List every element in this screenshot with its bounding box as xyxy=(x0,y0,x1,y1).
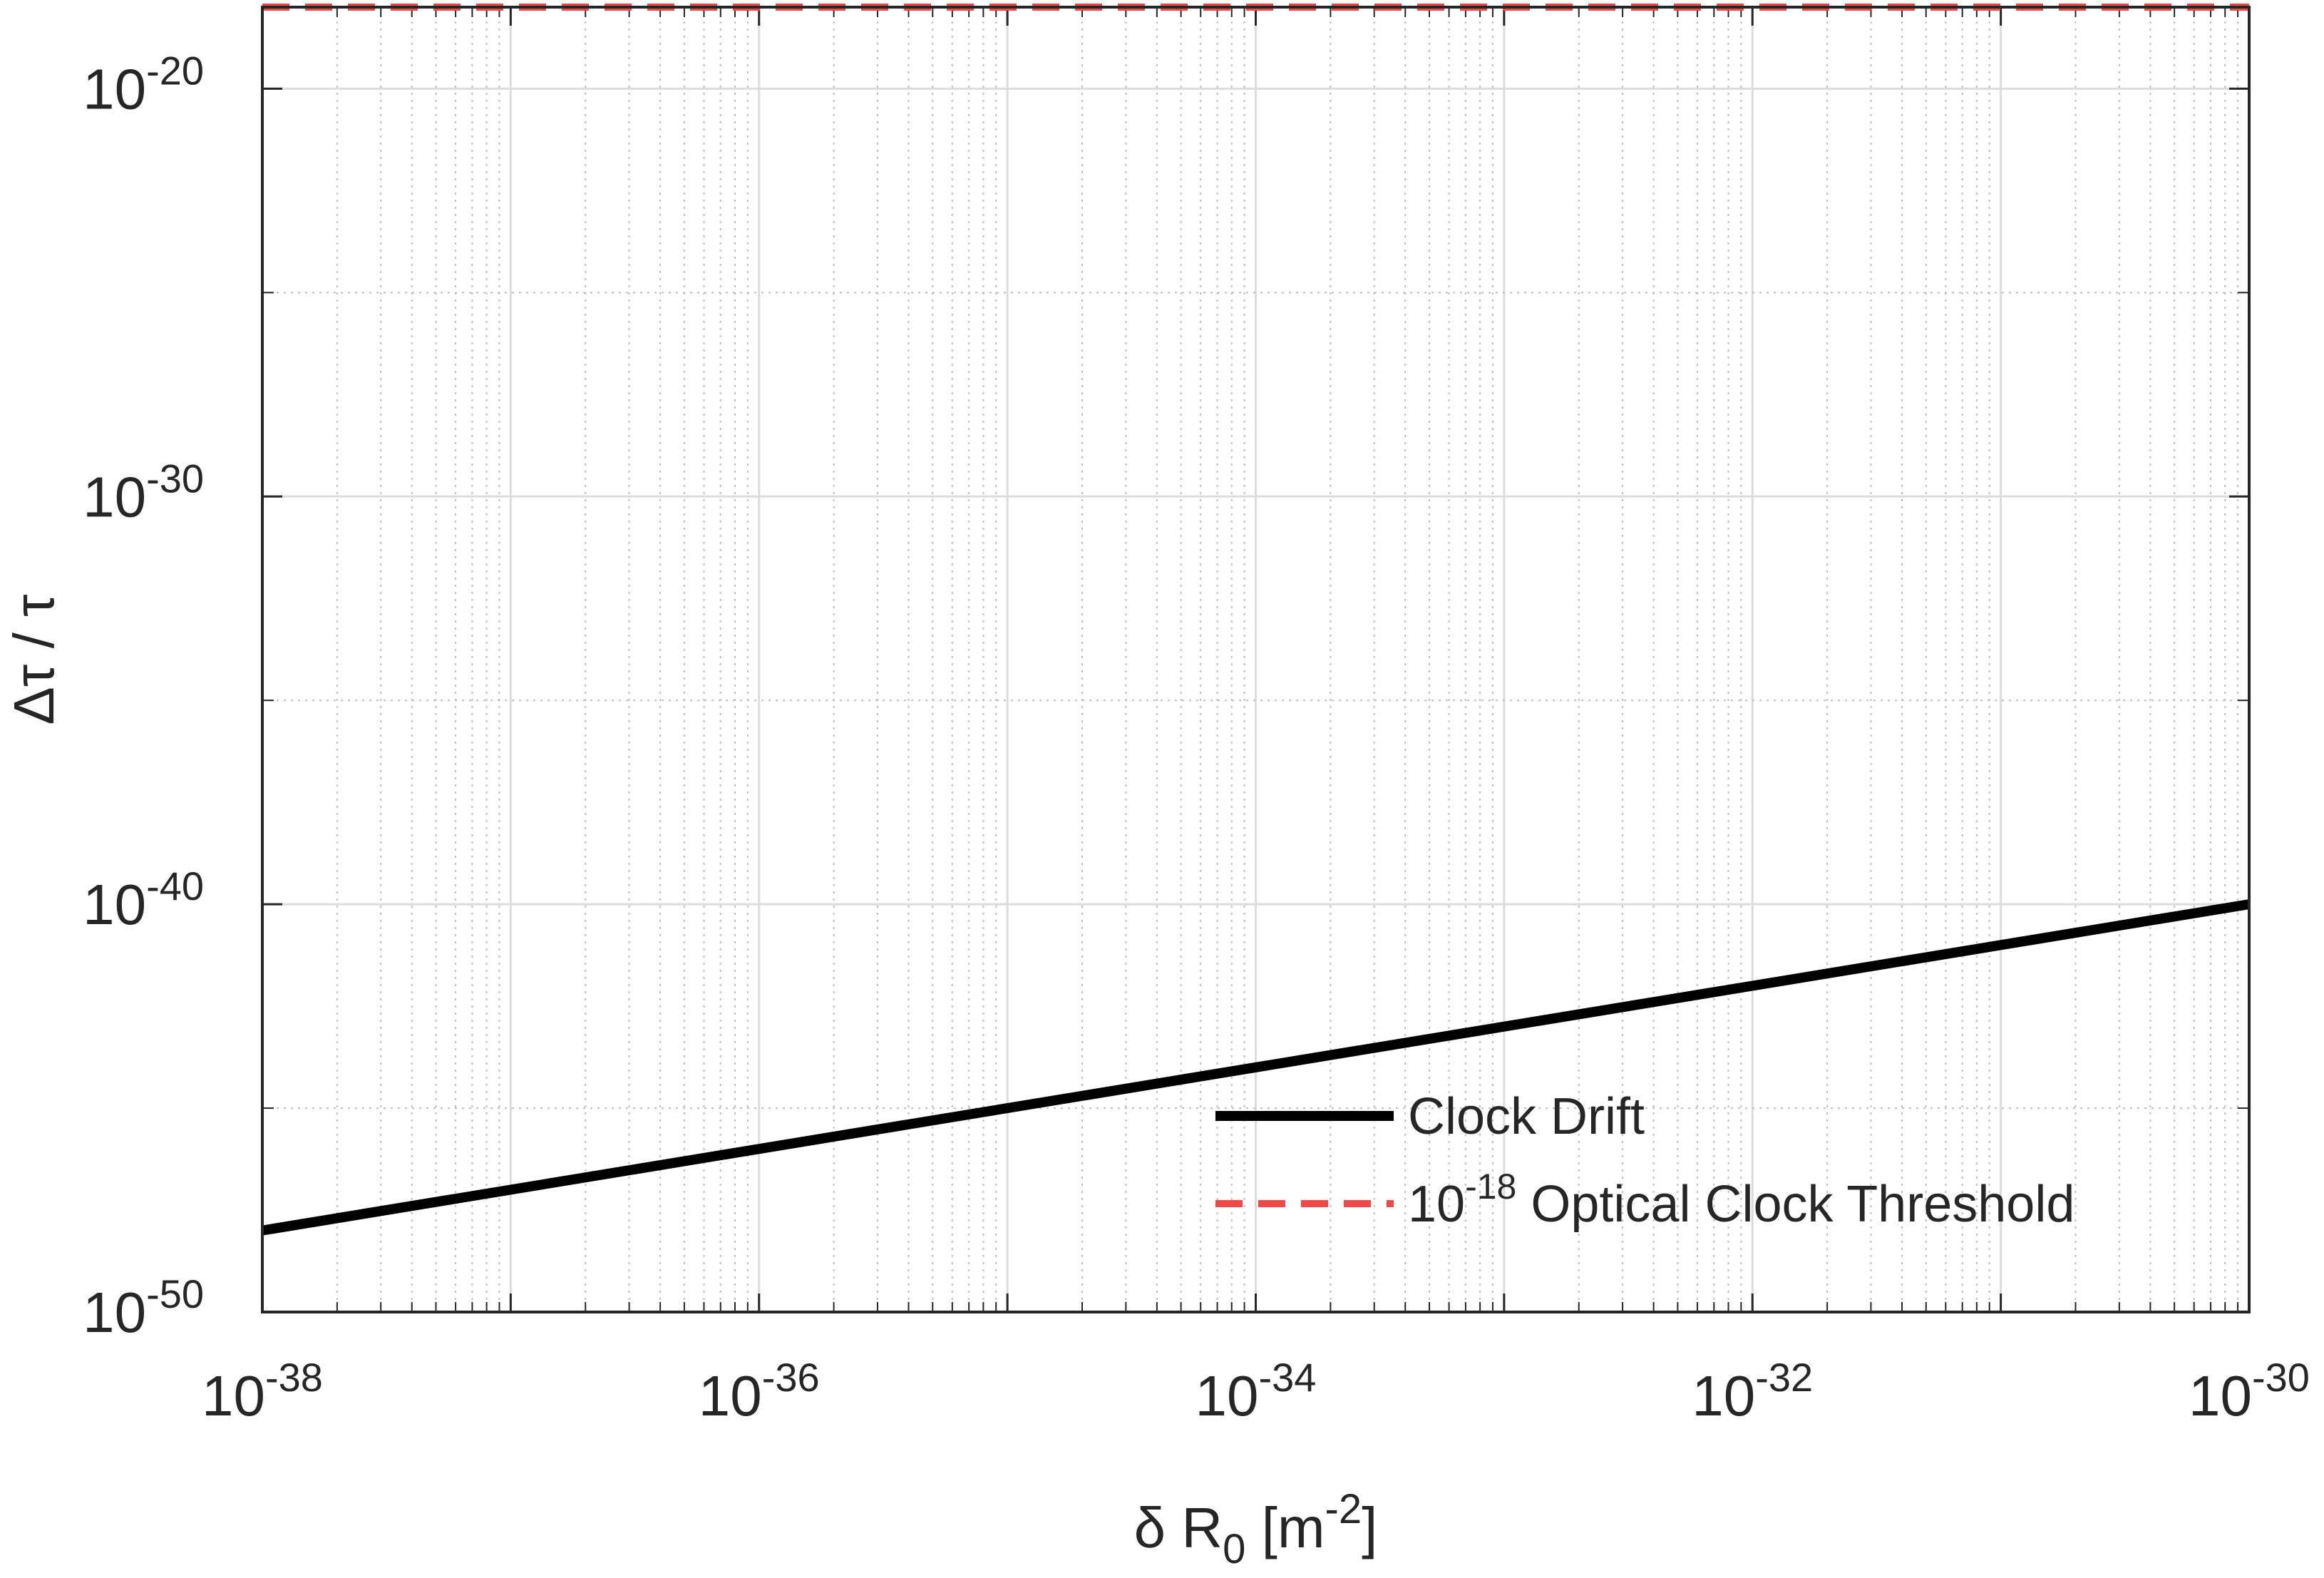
x-tick-label-base: 10 xyxy=(699,1364,762,1428)
x-tick-label-exp: -34 xyxy=(1259,1355,1317,1400)
x-axis-label-exponent: -2 xyxy=(1325,1486,1362,1532)
x-axis-label-close: ] xyxy=(1362,1496,1377,1559)
x-tick-label-exp: -32 xyxy=(1755,1355,1813,1400)
x-tick-label: 10-32 xyxy=(1692,1355,1813,1428)
y-axis-label: Δτ / τ xyxy=(2,594,66,724)
x-tick-label-exp: -30 xyxy=(2252,1355,2310,1400)
x-tick-label-base: 10 xyxy=(202,1364,265,1428)
x-axis-label-subscript: 0 xyxy=(1223,1526,1245,1572)
legend: Clock Drift 10-18 Optical Clock Threshol… xyxy=(1215,1088,2074,1233)
plot-frame xyxy=(261,6,2251,1313)
x-axis-label-main: δ R xyxy=(1134,1496,1223,1559)
y-tick-label: 10-40 xyxy=(83,864,204,936)
x-tick-label: 10-34 xyxy=(1196,1355,1317,1428)
legend-label-threshold: 10-18 Optical Clock Threshold xyxy=(1408,1167,2074,1233)
y-tick-label-base: 10 xyxy=(83,57,146,121)
series-line-clock-drift xyxy=(261,899,2251,1236)
legend-label-threshold-text: Optical Clock Threshold xyxy=(1516,1176,2074,1233)
x-tick-label-exp: -38 xyxy=(265,1355,323,1400)
x-tick-label: 10-38 xyxy=(202,1355,323,1428)
y-tick-label-base: 10 xyxy=(83,1281,146,1344)
y-tick-label-base: 10 xyxy=(83,465,146,528)
legend-label-threshold-base: 10 xyxy=(1408,1176,1465,1233)
y-tick-label-exp: -40 xyxy=(146,864,204,908)
y-tick-label-exp: -30 xyxy=(146,456,204,501)
x-tick-label-base: 10 xyxy=(2189,1364,2252,1428)
y-tick-label: 10-50 xyxy=(83,1271,204,1344)
y-tick-label: 10-30 xyxy=(83,456,204,528)
x-tick-label: 10-36 xyxy=(699,1355,820,1428)
x-tick-label: 10-30 xyxy=(2189,1355,2310,1428)
x-tick-label-exp: -36 xyxy=(762,1355,820,1400)
legend-label-clock-drift: Clock Drift xyxy=(1408,1088,1645,1145)
y-tick-label-exp: -20 xyxy=(146,48,204,93)
y-tick-label-base: 10 xyxy=(83,873,146,936)
x-axis-label-unit: [m xyxy=(1245,1496,1325,1559)
x-tick-label-base: 10 xyxy=(1692,1364,1755,1428)
tick-labels: 10-38 10-36 10-34 10-32 10-3010-5010-4010-30… xyxy=(83,48,2310,1428)
x-tick-label-base: 10 xyxy=(1196,1364,1259,1428)
grid xyxy=(262,7,2249,1312)
x-axis-label: δ R0 [m-2] xyxy=(1134,1486,1378,1572)
legend-label-threshold-exp: -18 xyxy=(1465,1167,1516,1206)
y-tick-label: 10-20 xyxy=(83,48,204,121)
y-tick-label-exp: -50 xyxy=(146,1271,204,1316)
